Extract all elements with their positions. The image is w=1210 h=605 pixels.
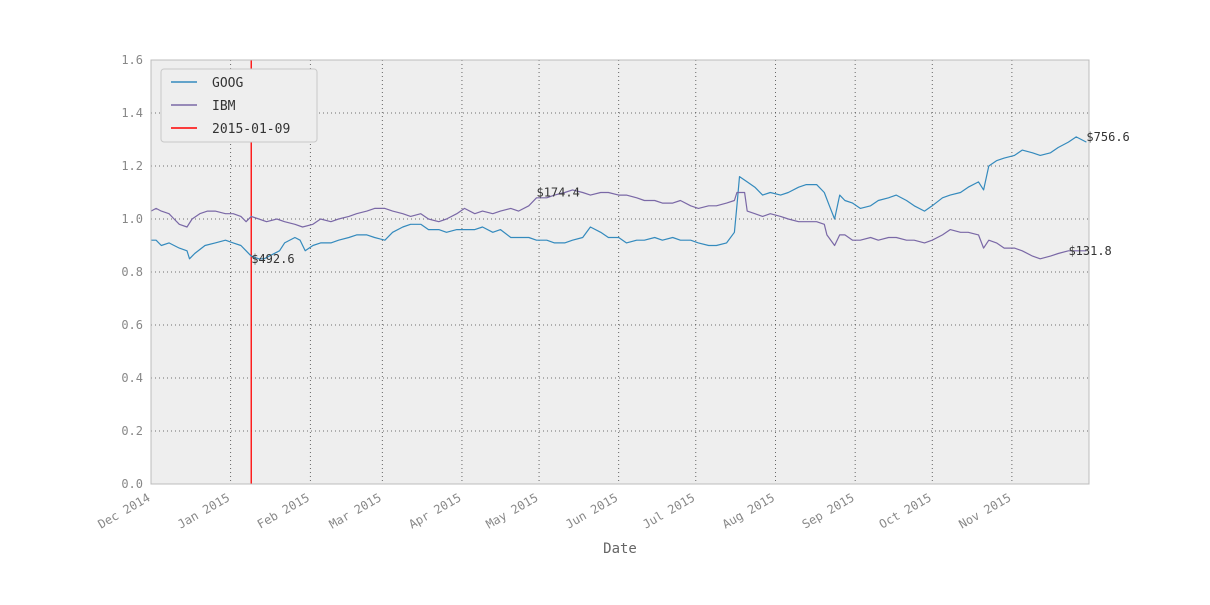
price-annotation: $756.6 xyxy=(1086,130,1129,144)
y-tick-label: 1.4 xyxy=(121,106,143,120)
series-line-ibm xyxy=(150,189,1087,260)
price-annotation: $131.8 xyxy=(1068,244,1111,258)
y-tick-label: 1.6 xyxy=(121,53,143,67)
x-tick-label: Oct 2015 xyxy=(877,490,934,531)
series-lines xyxy=(150,136,1087,260)
legend-box xyxy=(160,68,318,143)
x-tick-label: Apr 2015 xyxy=(406,490,463,531)
y-tick-label: 1.2 xyxy=(121,159,143,173)
y-tick-label: 1.0 xyxy=(121,212,143,226)
y-tick-label: 0.4 xyxy=(121,371,143,385)
x-tick-label: Jul 2015 xyxy=(640,490,697,531)
legend-label: GOOG xyxy=(212,76,243,91)
x-axis-label: Date xyxy=(603,541,637,557)
x-axis: Dec 2014 Jan 2015 Feb 2015 Mar 2015 Apr 2015… xyxy=(95,490,1013,531)
legend-label: 2015-01-09 xyxy=(212,122,290,137)
price-annotation: $492.6 xyxy=(251,252,294,266)
x-tick-label: Dec 2014 xyxy=(95,490,152,531)
x-tick-label: Jun 2015 xyxy=(563,490,620,531)
price-annotation: $174.4 xyxy=(536,186,579,200)
x-tick-label: Sep 2015 xyxy=(800,490,857,531)
legend-label: IBM xyxy=(212,99,236,114)
y-tick-label: 0.8 xyxy=(121,265,143,279)
x-tick-label: May 2015 xyxy=(483,490,540,531)
y-tick-label: 0.6 xyxy=(121,318,143,332)
y-tick-label: 0.0 xyxy=(121,477,143,491)
y-tick-label: 0.2 xyxy=(121,424,143,438)
x-tick-label: Jan 2015 xyxy=(175,490,232,531)
legend: GOOG IBM 2015-01-09 xyxy=(160,68,318,143)
x-tick-label: Nov 2015 xyxy=(956,490,1013,531)
series-line-goog xyxy=(151,136,1087,260)
x-tick-label: Mar 2015 xyxy=(327,490,384,531)
x-tick-label: Feb 2015 xyxy=(255,490,312,531)
annotations: $492.6 $174.4 $756.6 $131.8 xyxy=(251,130,1130,266)
plot-border xyxy=(150,59,1090,485)
x-tick-label: Aug 2015 xyxy=(720,490,777,531)
y-axis: 0.0 0.2 0.4 0.6 0.8 1.0 1.2 1.4 1.6 xyxy=(121,53,143,491)
